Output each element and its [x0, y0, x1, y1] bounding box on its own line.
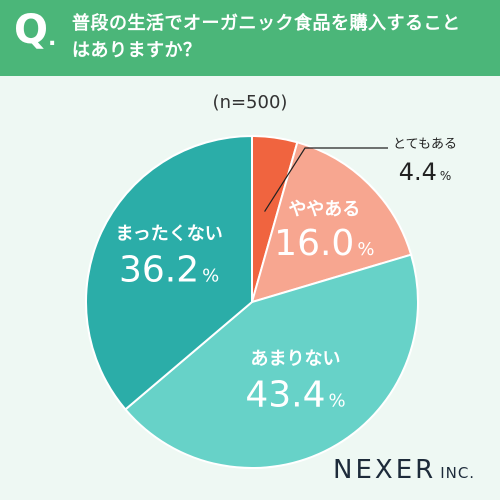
slice-value-often: 4.4%	[399, 158, 452, 186]
slice-value-sometimes: 16.0%	[274, 223, 374, 264]
slice-label-never: まったくない	[116, 224, 223, 245]
question-line-2: はありますか？	[72, 40, 202, 61]
leader-line-often	[264, 147, 388, 212]
company-logo: NEXER INC.	[333, 455, 475, 485]
pie-slice-never	[85, 134, 253, 411]
logo-name: NEXER	[333, 455, 437, 485]
slice-label-often: とてもある	[393, 137, 457, 152]
question-line-1: 普段の生活でオーガニック食品を購入すること	[72, 13, 461, 34]
question-text: 普段の生活でオーガニック食品を購入すること はありますか？	[72, 10, 492, 64]
slice-label-rarely: あまりない	[250, 348, 340, 369]
slice-value-rarely: 43.4%	[245, 374, 345, 415]
slice-label-sometimes: ややある	[288, 199, 360, 220]
q-dot: .	[48, 26, 57, 51]
pie-slice-rarely	[124, 253, 419, 469]
logo-suffix: INC.	[440, 464, 476, 482]
sample-size: (n=500)	[212, 92, 288, 113]
q-mark: Q	[14, 7, 49, 53]
question-header: Q . 普段の生活でオーガニック食品を購入すること はありますか？	[0, 0, 500, 76]
pie-slice-sometimes	[250, 141, 413, 304]
slice-value-never: 36.2%	[119, 250, 219, 291]
